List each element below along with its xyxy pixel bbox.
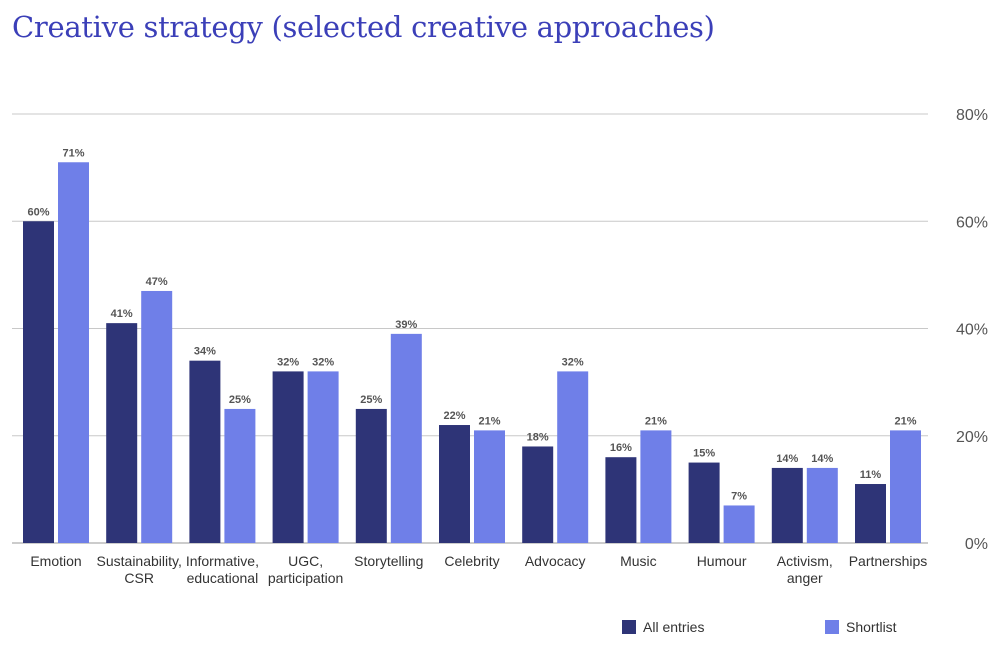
- y-tick-label: 20%: [956, 429, 988, 446]
- category-label: Storytelling: [354, 553, 423, 569]
- data-label: 47%: [146, 276, 168, 288]
- data-label: 39%: [395, 319, 417, 331]
- legend-label: Shortlist: [846, 619, 897, 635]
- data-label: 41%: [111, 308, 133, 320]
- data-label: 34%: [194, 346, 216, 358]
- data-label: 16%: [610, 442, 632, 454]
- category-label: anger: [787, 570, 823, 586]
- data-label: 7%: [731, 490, 747, 502]
- category-label: participation: [268, 570, 344, 586]
- category-label: Sustainability,: [97, 553, 182, 569]
- y-tick-label: 0%: [965, 536, 988, 553]
- category-label: Informative,: [186, 553, 259, 569]
- y-tick-label: 60%: [956, 214, 988, 231]
- category-label: Humour: [697, 553, 747, 569]
- legend-label: All entries: [643, 619, 704, 635]
- bar-shortlist: [58, 162, 89, 543]
- data-label: 25%: [360, 394, 382, 406]
- bar-shortlist: [390, 333, 422, 543]
- bar-all-entries: [355, 408, 387, 543]
- bar-all-entries: [439, 425, 470, 543]
- category-label: Celebrity: [444, 553, 499, 569]
- data-label: 32%: [277, 356, 299, 368]
- category-label: Partnerships: [849, 553, 928, 569]
- bars: [23, 162, 921, 543]
- bar-shortlist: [307, 371, 339, 543]
- bar-shortlist: [557, 371, 589, 543]
- data-label: 18%: [527, 431, 549, 443]
- bar-shortlist: [224, 408, 256, 543]
- data-label: 21%: [645, 415, 667, 427]
- data-label: 21%: [478, 415, 500, 427]
- y-tick-label: 80%: [956, 107, 988, 124]
- bar-all-entries: [106, 323, 138, 543]
- bar-all-entries: [272, 371, 304, 543]
- category-label: Activism,: [777, 553, 833, 569]
- category-labels: Emotion Sustainability,CSR Informative,edu…: [30, 553, 927, 586]
- bar-all-entries: [688, 462, 720, 543]
- category-label: Advocacy: [525, 553, 586, 569]
- category-label: UGC,: [288, 553, 323, 569]
- bar-all-entries: [189, 360, 221, 543]
- category-label: CSR: [124, 570, 154, 586]
- y-tick-label: 40%: [956, 322, 988, 339]
- data-labels: 60% 71% 41% 47% 34% 25% 32% 32% 25% 39% 22% 21% 18% 3…: [27, 147, 916, 502]
- category-label: Emotion: [30, 553, 81, 569]
- data-label: 60%: [27, 206, 49, 218]
- data-label: 32%: [312, 356, 334, 368]
- bar-shortlist: [640, 430, 672, 543]
- bar-shortlist: [806, 467, 838, 543]
- chart-title: Creative strategy (selected creative app…: [12, 10, 715, 44]
- data-label: 22%: [443, 410, 465, 422]
- data-label: 15%: [693, 448, 715, 460]
- data-label: 32%: [562, 356, 584, 368]
- bar-all-entries: [605, 457, 637, 543]
- bar-shortlist: [474, 430, 505, 543]
- bar-all-entries: [855, 484, 886, 543]
- data-label: 14%: [776, 453, 798, 465]
- bar-shortlist: [890, 430, 921, 543]
- data-label: 11%: [860, 469, 882, 481]
- bar-all-entries: [23, 221, 54, 543]
- category-label: Music: [620, 553, 657, 569]
- data-label: 14%: [811, 453, 833, 465]
- data-label: 21%: [894, 415, 916, 427]
- legend: All entries Shortlist: [622, 619, 897, 635]
- legend-swatch: [622, 620, 636, 634]
- legend-swatch: [825, 620, 839, 634]
- bar-all-entries: [522, 446, 554, 543]
- y-axis-ticks: 0% 20% 40% 60% 80%: [956, 107, 988, 553]
- data-label: 71%: [62, 147, 84, 159]
- bar-shortlist: [141, 290, 173, 543]
- bar-shortlist: [723, 505, 755, 543]
- bar-all-entries: [771, 467, 803, 543]
- category-label: educational: [187, 570, 259, 586]
- data-label: 25%: [229, 394, 251, 406]
